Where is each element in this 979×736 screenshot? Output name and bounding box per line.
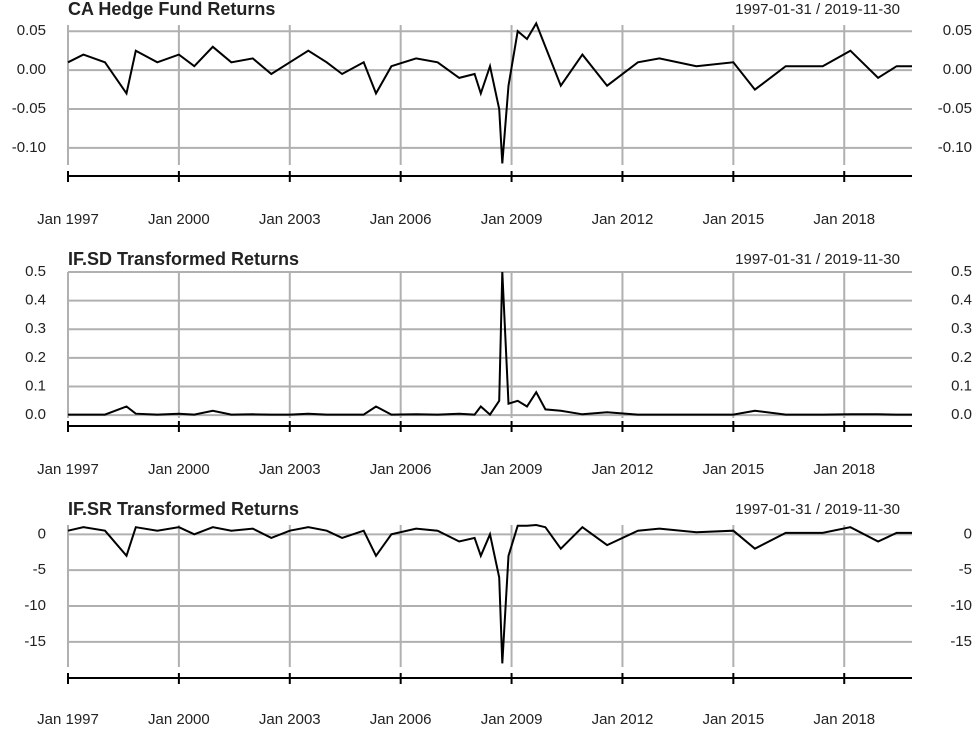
x-tick-label: Jan 1997: [37, 711, 99, 728]
x-tick-label: Jan 2000: [148, 461, 210, 478]
x-tick-label: Jan 1997: [37, 211, 99, 228]
y-tick-label-right: 0.1: [951, 377, 972, 394]
x-tick-label: Jan 2015: [702, 211, 764, 228]
x-tick-label: Jan 2000: [148, 211, 210, 228]
y-tick-label: 0.00: [17, 61, 46, 78]
y-tick-label-right: 0.0: [951, 406, 972, 423]
x-tick-label: Jan 2003: [259, 711, 321, 728]
x-tick-label: Jan 2003: [259, 461, 321, 478]
date-range: 1997-01-31 / 2019-11-30: [735, 501, 900, 518]
y-tick-label: 0.4: [25, 292, 46, 309]
x-tick-label: Jan 2015: [702, 461, 764, 478]
y-tick-label: 0: [38, 525, 46, 542]
date-range: 1997-01-31 / 2019-11-30: [735, 1, 900, 18]
date-range: 1997-01-31 / 2019-11-30: [735, 251, 900, 268]
x-tick-label: Jan 2012: [592, 711, 654, 728]
x-tick-label: Jan 2018: [813, 461, 875, 478]
panel-title: IF.SR Transformed Returns: [68, 499, 299, 519]
y-tick-label: -5: [33, 561, 46, 578]
y-tick-label-right: 0.2: [951, 349, 972, 366]
x-tick-label: Jan 2006: [370, 211, 432, 228]
y-tick-label: -0.05: [12, 100, 46, 117]
x-tick-label: Jan 2009: [481, 211, 543, 228]
x-tick-label: Jan 2009: [481, 711, 543, 728]
y-tick-label: 0.0: [25, 406, 46, 423]
panel-title: IF.SD Transformed Returns: [68, 249, 299, 269]
y-tick-label: 0.3: [25, 320, 46, 337]
y-tick-label-right: -0.05: [938, 100, 972, 117]
y-tick-label: 0.05: [17, 22, 46, 39]
y-tick-label: -0.10: [12, 139, 46, 156]
x-tick-label: Jan 2015: [702, 711, 764, 728]
x-tick-label: Jan 2000: [148, 711, 210, 728]
y-tick-label-right: -15: [950, 633, 972, 650]
y-tick-label: -15: [24, 633, 46, 650]
x-tick-label: Jan 2006: [370, 711, 432, 728]
y-tick-label-right: 0: [964, 525, 972, 542]
y-tick-label: -10: [24, 597, 46, 614]
y-tick-label-right: 0.5: [951, 263, 972, 280]
y-tick-label: 0.5: [25, 263, 46, 280]
y-tick-label: 0.2: [25, 349, 46, 366]
y-tick-label-right: -10: [950, 597, 972, 614]
x-tick-label: Jan 2018: [813, 211, 875, 228]
x-tick-label: Jan 2012: [592, 211, 654, 228]
series-line: [67, 21, 912, 164]
y-tick-label-right: 0.3: [951, 320, 972, 337]
x-tick-label: Jan 2006: [370, 461, 432, 478]
y-tick-label-right: 0.05: [943, 22, 972, 39]
y-tick-label-right: 0.4: [951, 292, 972, 309]
series-line: [68, 271, 912, 417]
x-tick-label: Jan 1997: [37, 461, 99, 478]
y-tick-label: 0.1: [25, 377, 46, 394]
x-tick-label: Jan 2012: [592, 461, 654, 478]
x-tick-label: Jan 2018: [813, 711, 875, 728]
x-tick-label: Jan 2009: [481, 461, 543, 478]
y-tick-label-right: -0.10: [938, 139, 972, 156]
panel-title: CA Hedge Fund Returns: [68, 0, 275, 19]
y-tick-label-right: -5: [959, 561, 972, 578]
series-line: [67, 523, 912, 664]
y-tick-label-right: 0.00: [943, 61, 972, 78]
x-tick-label: Jan 2003: [259, 211, 321, 228]
